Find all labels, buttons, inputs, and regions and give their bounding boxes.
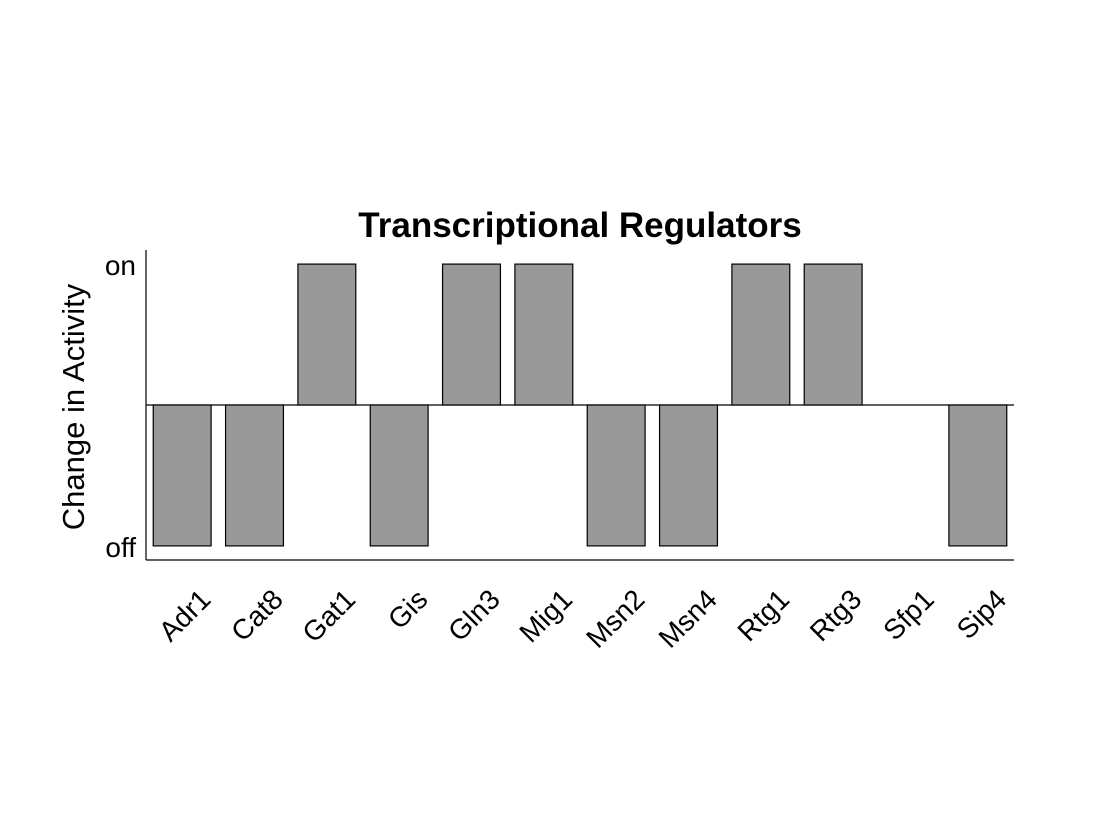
- x-tick-label-gat1: Gat1: [296, 583, 361, 648]
- bar-adr1: [152, 404, 212, 547]
- bar-mig1: [514, 263, 574, 406]
- y-tick-labels: off on: [105, 250, 136, 563]
- x-tick-label-gis: Gis: [382, 583, 434, 635]
- x-tick-label-rtg3: Rtg3: [804, 583, 868, 647]
- bar-cat8: [224, 404, 285, 547]
- x-tick-label-gln3: Gln3: [442, 583, 506, 647]
- x-tick-label-rtg1: Rtg1: [731, 583, 795, 647]
- x-tick-label-msn2: Msn2: [580, 583, 650, 653]
- x-tick-label-sip4: Sip4: [951, 583, 1013, 645]
- x-tick-label-mig1: Mig1: [513, 583, 578, 648]
- bars: [152, 263, 1008, 547]
- bar-msn4: [658, 404, 719, 547]
- bar-gis: [369, 404, 429, 547]
- x-tick-label-adr1: Adr1: [153, 583, 217, 647]
- bar-gat1: [297, 263, 357, 406]
- bar-gln3: [441, 263, 502, 406]
- bar-rtg3: [803, 263, 863, 406]
- bar-sip4: [948, 404, 1008, 547]
- y-axis-label: Change in Activity: [56, 283, 91, 530]
- bar-msn2: [586, 404, 646, 547]
- x-tick-label-msn4: Msn4: [653, 583, 723, 653]
- y-tick-label-off: off: [105, 532, 136, 563]
- x-tick-labels: Adr1 Cat8 Gat1 Gis Gln3 Mig1 Msn2 Msn4 Rtg1 Rtg3 S…: [153, 583, 1012, 653]
- x-tick-label-cat8: Cat8: [225, 583, 289, 647]
- chart-title: Transcriptional Regulators: [358, 206, 801, 245]
- bar-rtg1: [731, 263, 791, 406]
- x-tick-label-sfp1: Sfp1: [877, 583, 940, 646]
- y-tick-label-on: on: [105, 250, 136, 281]
